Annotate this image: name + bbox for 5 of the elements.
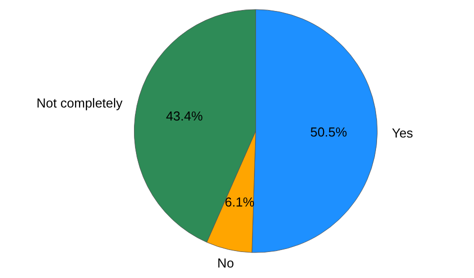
slice-label: No	[217, 256, 234, 271]
data-label: 50.5%	[310, 124, 348, 140]
slice-label: Yes	[392, 126, 414, 141]
slice-label: Not completely	[36, 96, 124, 111]
data-label: 43.4%	[166, 108, 204, 124]
